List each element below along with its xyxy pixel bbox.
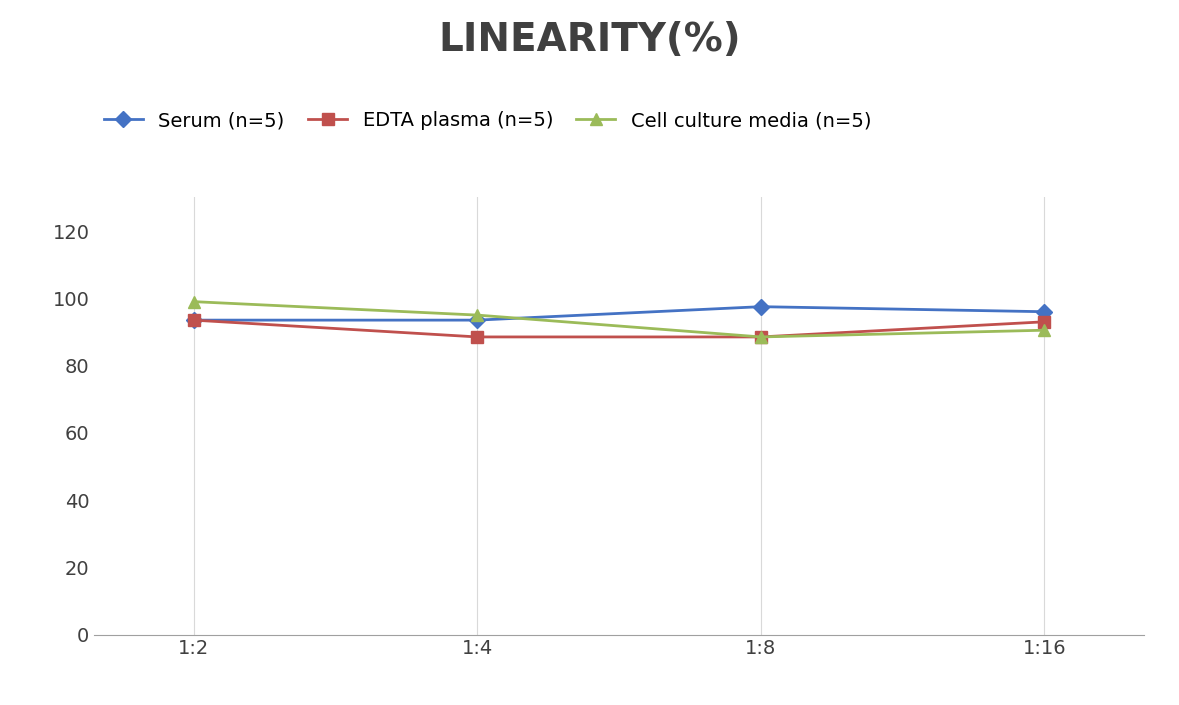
EDTA plasma (n=5) (186, 316, 200, 324)
Cell culture media (n=5) (753, 333, 768, 341)
Serum (n=5) (1038, 307, 1052, 316)
Line: EDTA plasma (n=5): EDTA plasma (n=5) (187, 314, 1050, 343)
Line: Cell culture media (n=5): Cell culture media (n=5) (187, 295, 1050, 343)
EDTA plasma (n=5) (1038, 317, 1052, 326)
Serum (n=5) (470, 316, 485, 324)
Serum (n=5) (186, 316, 200, 324)
Cell culture media (n=5) (1038, 326, 1052, 334)
Legend: Serum (n=5), EDTA plasma (n=5), Cell culture media (n=5): Serum (n=5), EDTA plasma (n=5), Cell cul… (104, 111, 871, 130)
EDTA plasma (n=5) (753, 333, 768, 341)
Cell culture media (n=5) (470, 311, 485, 319)
Serum (n=5) (753, 302, 768, 311)
Text: LINEARITY(%): LINEARITY(%) (439, 21, 740, 59)
Line: Serum (n=5): Serum (n=5) (187, 301, 1050, 326)
Cell culture media (n=5) (186, 298, 200, 306)
EDTA plasma (n=5) (470, 333, 485, 341)
